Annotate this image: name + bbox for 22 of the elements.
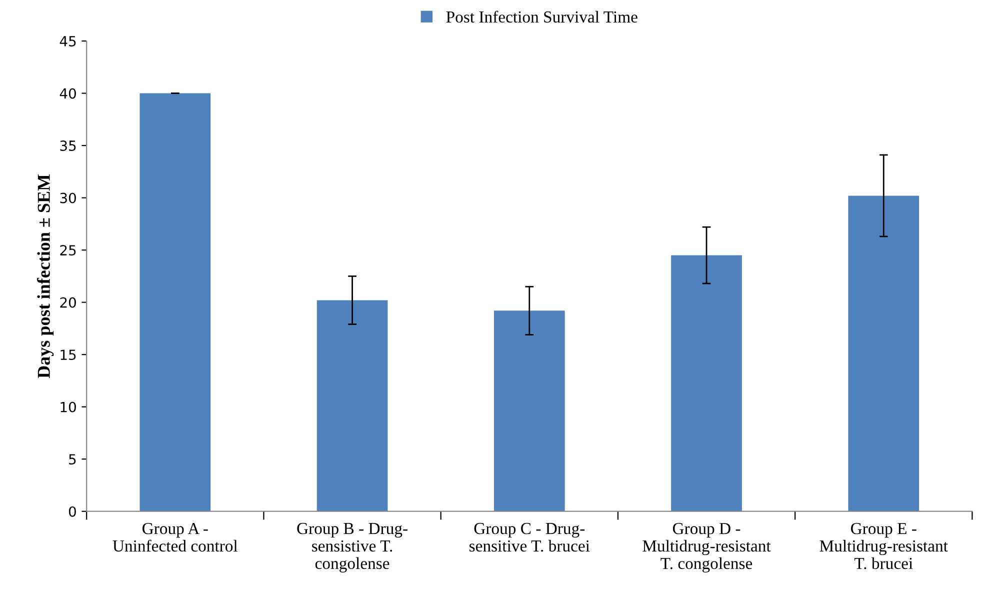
y-tick-label: 15	[60, 350, 76, 360]
x-tick-label: Group A - Uninfected control	[112, 522, 238, 552]
bar	[140, 93, 211, 512]
x-tick-label: Group B - Drug- sensistive T. congolense	[297, 522, 408, 572]
y-tick-label: 20	[60, 297, 76, 308]
bar	[848, 196, 920, 512]
y-tick-label: 0	[68, 506, 76, 517]
x-tick-label: Group D - Multidrug-resistant T. congolense	[642, 522, 771, 573]
y-axis-title: Days post infection ± SEM	[37, 174, 54, 378]
legend-label: Post Infection Survival Time	[446, 10, 638, 23]
y-tick-label: 10	[60, 402, 76, 412]
x-tick-label: Group E - Multidrug-resistant T. brucei	[820, 522, 948, 570]
x-tick-label: Group C - Drug- sensitive T. brucei	[470, 522, 590, 552]
bar	[494, 310, 565, 512]
bar	[316, 300, 388, 512]
y-tick-label: 25	[60, 245, 76, 256]
y-tick-label: 30	[60, 192, 76, 204]
y-tick-label: 35	[60, 140, 76, 151]
y-tick-label: 45	[60, 36, 76, 46]
y-tick-label: 40	[60, 88, 76, 99]
y-tick-label: 5	[69, 454, 76, 465]
bar	[671, 255, 742, 512]
